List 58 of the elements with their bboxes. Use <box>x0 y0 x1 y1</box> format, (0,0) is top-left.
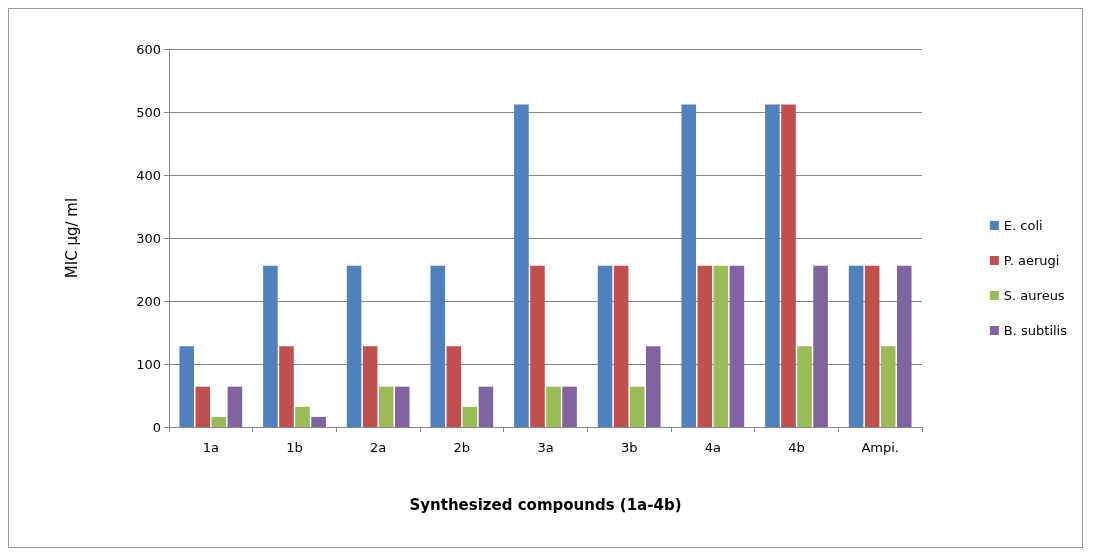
bar <box>530 265 545 427</box>
bar <box>864 265 880 427</box>
x-tick-label: 3b <box>620 440 638 455</box>
bar <box>765 104 780 427</box>
bar <box>697 265 713 427</box>
bar <box>781 104 796 427</box>
bar <box>546 386 561 427</box>
bar <box>446 346 462 427</box>
x-tick-label: 1b <box>286 440 303 455</box>
bar <box>880 346 896 427</box>
y-tick-label: 0 <box>152 419 161 435</box>
x-tick-label: 2b <box>453 440 471 455</box>
legend-label: E. coli <box>1003 218 1043 233</box>
bar <box>362 346 378 427</box>
bar <box>478 386 494 427</box>
legend-label: S. aureus <box>1003 288 1065 303</box>
y-tick-label: 300 <box>136 230 161 246</box>
bar <box>430 265 446 427</box>
bar <box>729 265 745 427</box>
y-tick-label: 500 <box>136 104 161 120</box>
bar <box>346 265 362 427</box>
legend-label: B. subtilis <box>1003 323 1068 338</box>
bar <box>797 346 812 427</box>
y-axis-title: MIC μg/ ml <box>62 197 81 279</box>
bar <box>179 346 195 427</box>
bar <box>394 386 410 427</box>
y-tick-label: 600 <box>136 41 161 57</box>
bar <box>211 416 227 427</box>
bar <box>813 265 828 427</box>
y-tick-label: 200 <box>136 293 161 309</box>
x-tick-label: 4b <box>788 440 805 455</box>
x-axis-title: Synthesized compounds (1a-4b) <box>409 495 682 514</box>
bar <box>713 265 729 427</box>
y-tick-label: 400 <box>136 167 161 183</box>
bar <box>311 416 326 427</box>
bar <box>896 265 912 427</box>
bar <box>681 104 697 427</box>
bar <box>597 265 613 427</box>
bar <box>263 265 278 427</box>
y-tick-label: 100 <box>136 356 161 372</box>
x-tick-label: 2a <box>370 440 387 455</box>
bar <box>848 265 864 427</box>
bar <box>629 386 645 427</box>
bar <box>279 346 294 427</box>
bar <box>645 346 661 427</box>
x-tick-label: 4a <box>704 440 721 455</box>
bar <box>378 386 394 427</box>
bar <box>195 386 211 427</box>
bar <box>227 386 243 427</box>
x-tick-label: 1a <box>202 440 219 455</box>
x-tick-label: 3a <box>537 440 554 455</box>
bar <box>295 406 310 427</box>
bar <box>462 406 478 427</box>
bar <box>514 104 529 427</box>
bar <box>562 386 577 427</box>
x-tick-label: Ampi. <box>861 440 899 455</box>
bar <box>613 265 629 427</box>
legend-label: P. aerugi <box>1003 253 1060 268</box>
